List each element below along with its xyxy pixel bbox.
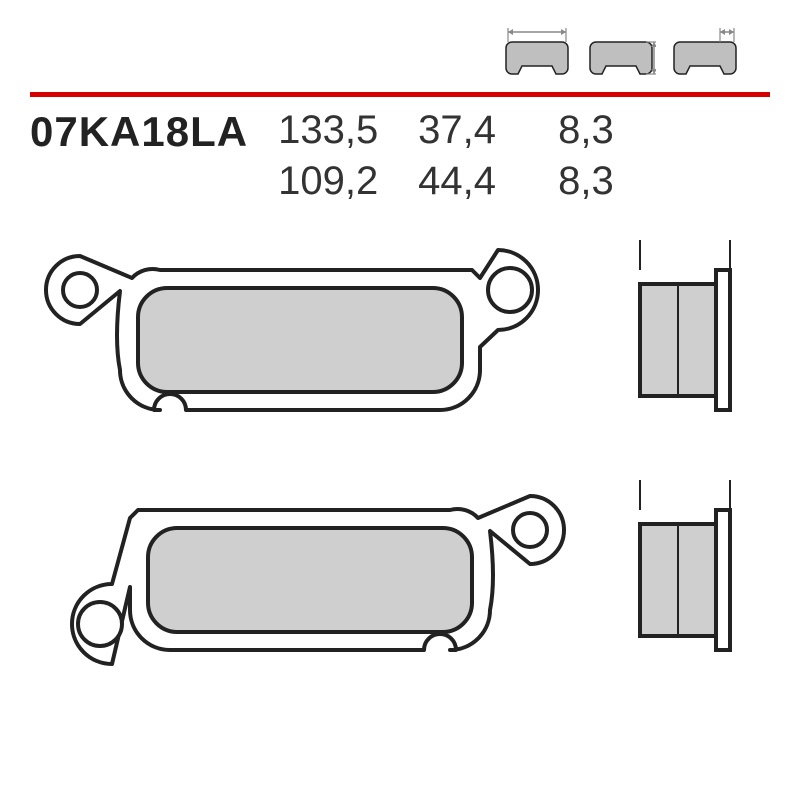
thickness-dim-icon	[670, 20, 740, 76]
dim-a2: 109,2	[278, 159, 388, 204]
spec-table: 07KA18LA 133,5 37,4 8,3 109,2 44,4 8,3	[30, 108, 770, 204]
height-dim-icon	[586, 20, 656, 76]
dim-a1: 133,5	[278, 108, 388, 153]
part-number: 07KA18LA	[30, 108, 248, 156]
page: 07KA18LA 133,5 37,4 8,3 109,2 44,4 8,3	[0, 0, 800, 800]
dim-c2: 8,3	[558, 159, 668, 204]
header-dimension-icons	[502, 20, 740, 76]
brake-pad-diagram	[30, 230, 770, 770]
dim-b2: 44,4	[418, 159, 528, 204]
dimensions-row-1: 133,5 37,4 8,3	[278, 108, 668, 153]
width-dim-icon	[502, 20, 572, 76]
separator-line	[30, 92, 770, 97]
dim-b1: 37,4	[418, 108, 528, 153]
dim-c1: 8,3	[558, 108, 668, 153]
dimensions-block: 133,5 37,4 8,3 109,2 44,4 8,3	[278, 108, 668, 204]
pad-a	[46, 250, 538, 410]
side-profiles	[640, 240, 730, 650]
pad-b	[72, 496, 564, 664]
dimensions-row-2: 109,2 44,4 8,3	[278, 159, 668, 204]
